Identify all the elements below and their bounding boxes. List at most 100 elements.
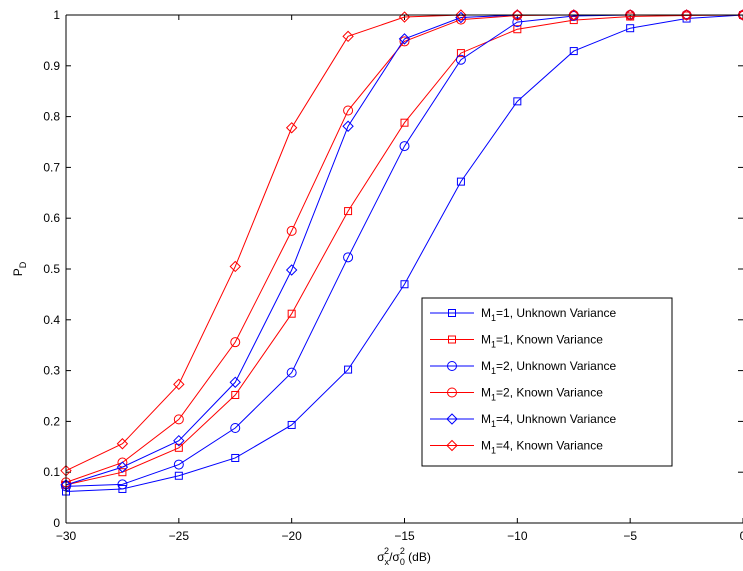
legend-label: M1=2, Known Variance (481, 386, 603, 403)
y-axis-label-main: P (11, 268, 25, 276)
x-axis-label: σx2/σ02 (dB) (377, 546, 431, 567)
data-point (174, 443, 183, 452)
data-point (287, 420, 296, 429)
x-axis-label-sigma2: σ (392, 550, 400, 564)
y-tick-label: 0.6 (43, 211, 60, 225)
data-point (344, 207, 353, 216)
legend-entry: M1=4, Known Variance (430, 439, 603, 456)
data-point (400, 118, 409, 127)
x-tick-label: 0 (740, 529, 743, 543)
y-tick-label: 0 (53, 516, 60, 530)
y-tick-label: 0.4 (43, 313, 60, 327)
x-tick-labels: −30 −25 −20 −15 −10 −5 0 (56, 529, 743, 543)
data-point (513, 25, 522, 34)
data-point (342, 120, 354, 132)
legend-label: M1=4, Unknown Variance (481, 412, 617, 429)
data-point (737, 9, 743, 21)
x-axis-label-slash: / (389, 550, 393, 564)
x-axis-label-sup: 2 (384, 546, 389, 556)
x-tick-label: −20 (281, 529, 302, 543)
legend-swatch-marker (448, 335, 456, 344)
legend-label-pre: M (481, 359, 491, 373)
data-point (398, 33, 411, 45)
axes (65, 14, 743, 524)
y-tick-label: 0.3 (43, 364, 60, 378)
data-point (680, 9, 693, 21)
data-point (287, 309, 296, 318)
legend-label: M1=1, Unknown Variance (481, 306, 617, 323)
legend-label-post: =4, Unknown Variance (496, 412, 617, 426)
data-point (286, 225, 297, 236)
data-point (456, 49, 465, 58)
data-point (230, 423, 241, 434)
x-axis-label-sub-x: x (385, 557, 390, 567)
data-point (229, 260, 241, 273)
data-point (569, 16, 578, 25)
y-tick-label: 0.2 (43, 414, 60, 428)
data-point (342, 30, 354, 43)
data-point (174, 471, 183, 480)
series-line (65, 14, 743, 486)
legend-swatch-marker (448, 309, 456, 317)
legend-label-sub: 1 (491, 313, 496, 323)
data-point (343, 105, 354, 116)
x-tick-label: −5 (623, 529, 637, 543)
legend-label-post: =1, Unknown Variance (496, 306, 617, 320)
data-point (626, 24, 635, 33)
data-point (173, 434, 185, 447)
data-point (400, 280, 409, 289)
data-point (511, 9, 524, 21)
legend-swatch-marker (446, 439, 458, 452)
legend-entry: M1=1, Unknown Variance (430, 306, 617, 323)
data-point (399, 141, 410, 152)
legend-label-pre: M (481, 439, 491, 453)
data-point (116, 461, 129, 473)
y-axis-label-sub: D (18, 261, 28, 268)
legend-label-pre: M (481, 412, 491, 426)
legend-label: M1=4, Known Variance (481, 439, 603, 456)
data-point (116, 438, 129, 450)
x-tick-label: −10 (507, 529, 528, 543)
legend-label-post: =2, Known Variance (496, 386, 603, 400)
legend-label: M1=2, Unknown Variance (481, 359, 617, 376)
data-point (231, 453, 240, 462)
x-tick-label: −15 (394, 529, 415, 543)
legend-label: M1=1, Known Variance (481, 333, 603, 350)
y-tick-label: 0.8 (43, 110, 60, 124)
y-axis-label: PD (11, 261, 28, 276)
legend-swatch-marker (447, 361, 457, 371)
legend-entry: M1=4, Unknown Variance (430, 412, 617, 429)
data-point (173, 459, 184, 470)
y-tick-label: 0.7 (43, 160, 60, 174)
data-point (568, 9, 580, 21)
x-axis-label-unit: (dB) (405, 550, 431, 564)
legend-label-pre: M (481, 333, 491, 347)
legend-swatch-marker (446, 413, 458, 425)
data-point (344, 365, 353, 374)
legend-label-sub: 1 (491, 419, 496, 429)
data-point (285, 264, 298, 276)
data-point (118, 468, 127, 477)
data-point (286, 367, 297, 378)
data-point (231, 390, 240, 399)
data-point (455, 11, 467, 24)
y-tick-label: 0.1 (43, 465, 60, 479)
legend-box (421, 297, 673, 467)
data-point (512, 17, 523, 28)
data-point (343, 252, 354, 263)
legend-label-post: =2, Unknown Variance (496, 359, 617, 373)
x-axis-label-sigma: σ (377, 550, 385, 564)
data-point (285, 122, 298, 134)
legend-label-sub: 1 (491, 446, 496, 456)
series-line (65, 14, 743, 493)
legend-label-post: =1, Known Variance (496, 333, 603, 347)
legend-label-post: =4, Known Variance (496, 439, 603, 453)
data-point (455, 9, 467, 21)
legend-entry: M1=2, Known Variance (430, 386, 603, 403)
legend-entry: M1=2, Unknown Variance (430, 359, 617, 376)
data-point (118, 484, 127, 493)
y-tick-label: 1 (53, 8, 60, 22)
data-point (456, 177, 465, 186)
x-tick-label: −30 (56, 529, 77, 543)
